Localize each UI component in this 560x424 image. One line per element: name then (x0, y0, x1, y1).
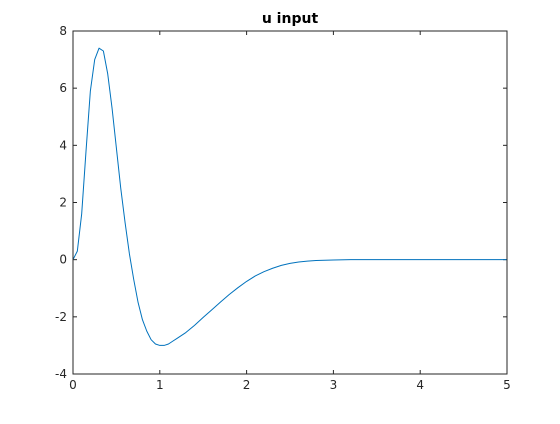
x-tick-label: 1 (156, 378, 164, 392)
x-tick-label: 4 (416, 378, 424, 392)
x-tick-label: 5 (503, 378, 511, 392)
x-tick-labels: 0 1 2 3 4 5 (69, 378, 511, 392)
y-tick-labels: -4 -2 0 2 4 6 8 (55, 24, 67, 381)
y-tick-label: 6 (59, 81, 67, 95)
x-tick-label: 2 (243, 378, 251, 392)
y-tick-label: -2 (55, 310, 67, 324)
plot-background (73, 31, 507, 374)
y-tick-label: 4 (59, 138, 67, 152)
y-tick-label: 8 (59, 24, 67, 38)
series-line-u-input (72, 47, 507, 346)
y-tick-label: 2 (59, 196, 67, 210)
y-tick-label: 0 (59, 253, 67, 267)
chart-title: u input (262, 11, 319, 27)
x-tick-label: 3 (330, 378, 338, 392)
x-tick-label: 0 (69, 378, 77, 392)
y-tick-label: -4 (55, 367, 67, 381)
axes-box (72, 30, 508, 375)
